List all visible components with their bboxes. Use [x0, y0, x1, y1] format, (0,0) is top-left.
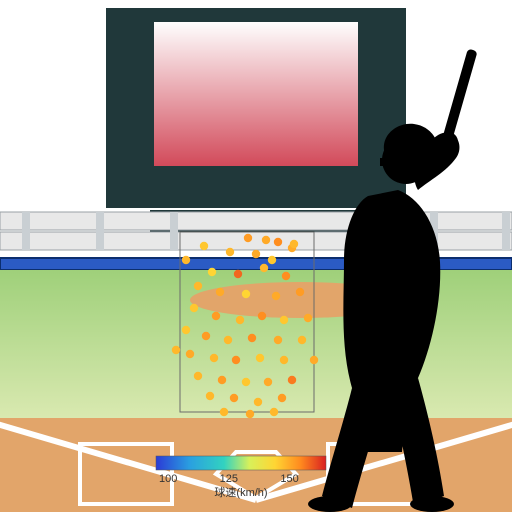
pitch-dot-11: [282, 272, 290, 280]
pitch-dot-47: [304, 314, 312, 322]
pitch-dot-48: [172, 346, 180, 354]
pitch-dot-42: [220, 408, 228, 416]
pitch-dot-20: [258, 312, 266, 320]
pitch-chart-scene: 100 125 150 球速(km/h): [0, 0, 512, 512]
stand-post-0: [22, 212, 30, 250]
pitch-dot-24: [224, 336, 232, 344]
stand-post-1: [96, 212, 104, 250]
pitch-dot-43: [246, 410, 254, 418]
pitch-dot-0: [200, 242, 208, 250]
legend-colorbar: [156, 456, 326, 470]
pitch-dot-1: [244, 234, 252, 242]
pitch-dot-39: [230, 394, 238, 402]
pitch-dot-22: [182, 326, 190, 334]
pitch-dot-34: [218, 376, 226, 384]
pitch-dot-32: [280, 356, 288, 364]
pitch-dot-16: [296, 288, 304, 296]
pitch-dot-41: [278, 394, 286, 402]
legend-tick: 150: [280, 473, 298, 485]
pitch-dot-36: [264, 378, 272, 386]
pitch-dot-33: [194, 372, 202, 380]
pitch-dot-12: [194, 282, 202, 290]
pitch-dot-18: [212, 312, 220, 320]
pitch-dot-25: [248, 334, 256, 342]
pitch-dot-13: [216, 288, 224, 296]
pitch-dot-2: [262, 236, 270, 244]
pitch-dot-21: [280, 316, 288, 324]
pitch-dot-31: [256, 354, 264, 362]
pitch-dot-15: [272, 292, 280, 300]
legend-title: 球速(km/h): [214, 485, 267, 499]
pitch-dot-35: [242, 378, 250, 386]
pitch-dot-17: [190, 304, 198, 312]
stand-post-5: [502, 212, 510, 250]
pitch-dot-29: [210, 354, 218, 362]
pitch-dot-46: [182, 256, 190, 264]
pitch-dot-6: [252, 250, 260, 258]
pitch-dot-8: [208, 268, 216, 276]
pitch-dot-7: [268, 256, 276, 264]
pitch-dot-37: [288, 376, 296, 384]
pitch-dot-5: [226, 248, 234, 256]
pitch-dot-26: [274, 336, 282, 344]
pitch-dot-38: [206, 392, 214, 400]
pitch-dot-10: [260, 264, 268, 272]
pitch-dot-49: [310, 356, 318, 364]
legend-tick: 100: [159, 473, 177, 485]
legend-tick: 125: [220, 473, 238, 485]
pitch-dot-45: [290, 240, 298, 248]
pitch-dot-28: [186, 350, 194, 358]
pitch-dot-3: [274, 238, 282, 246]
pitch-dot-19: [236, 316, 244, 324]
pitch-dot-14: [242, 290, 250, 298]
pitch-dot-23: [202, 332, 210, 340]
scoreboard-screen: [154, 22, 358, 166]
pitch-dot-30: [232, 356, 240, 364]
pitch-dot-9: [234, 270, 242, 278]
scene-svg: 100 125 150 球速(km/h): [0, 0, 512, 512]
pitch-dot-27: [298, 336, 306, 344]
pitch-dot-44: [270, 408, 278, 416]
pitch-dot-40: [254, 398, 262, 406]
stand-post-2: [170, 212, 178, 250]
